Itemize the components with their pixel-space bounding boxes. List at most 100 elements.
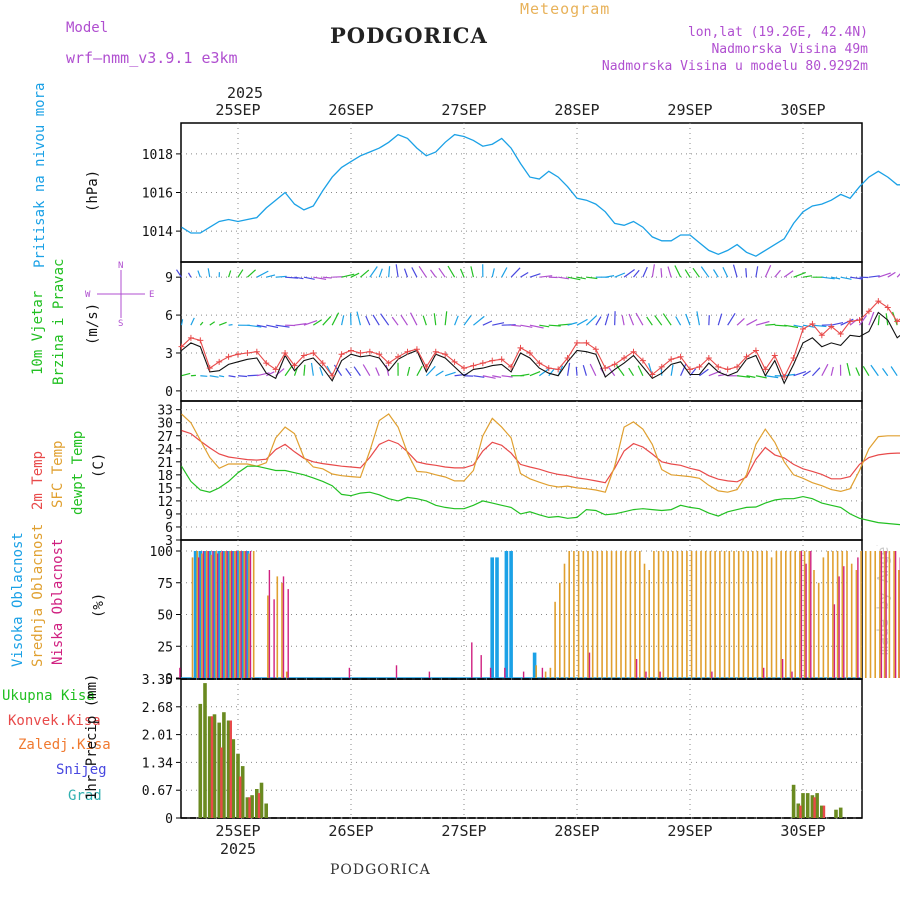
wind-barb: [576, 276, 586, 280]
coords-label: lon,lat (19.26E, 42.4N): [687, 25, 868, 40]
high-cloud-bar: [217, 551, 221, 678]
wind-barb: [313, 319, 323, 326]
wind-gust-marker: [187, 334, 194, 341]
mid-cloud-bar: [860, 551, 862, 678]
wind-barb: [411, 267, 418, 278]
pressure-axis-labels: Pritisak na nivou mora (hPa): [32, 83, 101, 268]
wind-barb: [350, 272, 360, 278]
temp-series-2: [180, 465, 900, 526]
wind-gust-marker: [235, 351, 241, 358]
wind-barb: [310, 362, 314, 376]
temp-series-1: [181, 413, 900, 493]
wind-barb: [732, 264, 738, 278]
wind-gust-marker: [348, 347, 354, 354]
mid-cloud-bar: [827, 551, 829, 678]
precip-total-bar: [801, 793, 805, 818]
wind-barb: [654, 315, 663, 326]
wind-barb: [341, 273, 355, 278]
mid-cloud-bar: [733, 551, 735, 678]
meteogram-title: Meteogram: [520, 0, 611, 18]
mid-cloud-bar: [822, 557, 825, 678]
low-cloud-bar: [781, 659, 784, 678]
wind-axis-labels: 10m Vjetar Brzina i Pravac (m/s) N S W E: [30, 259, 154, 385]
y-tick-label: 27: [157, 430, 173, 445]
low-cloud-bar: [791, 671, 793, 678]
wind-barb: [378, 268, 383, 278]
mid-cloud-bar: [770, 557, 773, 678]
wind-barb: [755, 266, 759, 278]
mid-cloud-bar: [785, 551, 787, 678]
wind-barb: [313, 276, 327, 280]
wind-barb: [331, 312, 340, 326]
mid-cloud-bar: [624, 551, 627, 678]
wind-gust-marker: [489, 357, 496, 364]
mid-cloud-bar: [695, 551, 698, 678]
wind-gust-marker: [282, 349, 289, 356]
wind-barb: [190, 317, 195, 326]
page-title: PODGORICA: [330, 23, 488, 48]
wind-barb: [375, 367, 380, 376]
panel-frame: [180, 261, 863, 402]
low-cloud-bar: [522, 671, 525, 678]
wind-barb: [737, 375, 751, 378]
low-cloud-bar: [240, 551, 242, 678]
mid-cloud-bar: [653, 551, 655, 678]
low-cloud-bar: [763, 667, 765, 678]
y-tick-label: 75: [157, 577, 173, 592]
wind-barb: [727, 312, 736, 326]
wind-gust-marker: [526, 349, 533, 356]
wind-barb: [831, 322, 844, 326]
low-cloud-bar: [287, 589, 289, 678]
mid-cloud-bar: [813, 570, 815, 678]
cloud-axis-labels: Visoka Oblacnost Srednja Oblacnost Niska…: [10, 524, 107, 667]
wind-barb: [197, 270, 201, 278]
precip-legend-frz: Zaledj.Kisa: [18, 737, 111, 753]
y-tick-label: 9: [165, 508, 173, 523]
precip-total-bar: [203, 683, 207, 818]
wind-barb: [406, 366, 411, 376]
mid-cloud-bar: [799, 551, 801, 678]
wind-gust-marker: [771, 352, 778, 359]
mid-cloud-bar: [243, 551, 246, 678]
precip-conv-bar: [239, 776, 242, 818]
mid-cloud-bar: [832, 551, 834, 678]
mid-cloud-bar: [252, 551, 255, 678]
wind-barb: [510, 267, 521, 278]
mid-cloud-bar: [238, 551, 241, 678]
wind-gust-marker: [376, 351, 383, 358]
mid-cloud-bar: [281, 582, 283, 679]
wind-barb: [228, 324, 233, 326]
y-tick-label: 0.67: [142, 784, 173, 799]
mid-cloud-bar: [888, 551, 891, 678]
wind-barb: [409, 312, 418, 326]
wind-barb: [831, 276, 841, 280]
wind-gust-marker: [300, 352, 307, 359]
wind-barb: [586, 276, 598, 280]
mid-cloud-bar: [554, 601, 556, 678]
wind-gust-marker: [432, 348, 439, 355]
high-cloud-bar: [504, 551, 509, 678]
low-cloud-bar: [221, 551, 223, 678]
low-cloud-bar: [489, 667, 492, 678]
wind-gust-marker: [442, 351, 449, 358]
wind-speed-line: [181, 311, 900, 385]
wind-barb: [662, 313, 672, 326]
top-day-label: 28SEP: [554, 101, 599, 119]
wind-barb: [628, 367, 635, 377]
y-tick-label: 50: [157, 609, 173, 624]
y-tick-label: 24: [157, 443, 173, 458]
wind-barb: [491, 268, 495, 278]
wind-barb: [576, 318, 588, 326]
wind-barb: [621, 315, 625, 326]
wind-gust-marker: [555, 366, 562, 373]
y-tick-label: 0: [165, 672, 173, 687]
temp-ylabel-2m: 2m Temp: [30, 451, 46, 510]
wind-gust-marker: [687, 366, 693, 373]
wind-barb: [765, 323, 776, 326]
precip-total-bar: [222, 712, 226, 818]
mid-cloud-bar: [672, 551, 674, 678]
wind-gust-marker: [668, 356, 675, 363]
precip-total-bar: [231, 739, 236, 818]
wind-barb: [237, 375, 248, 378]
